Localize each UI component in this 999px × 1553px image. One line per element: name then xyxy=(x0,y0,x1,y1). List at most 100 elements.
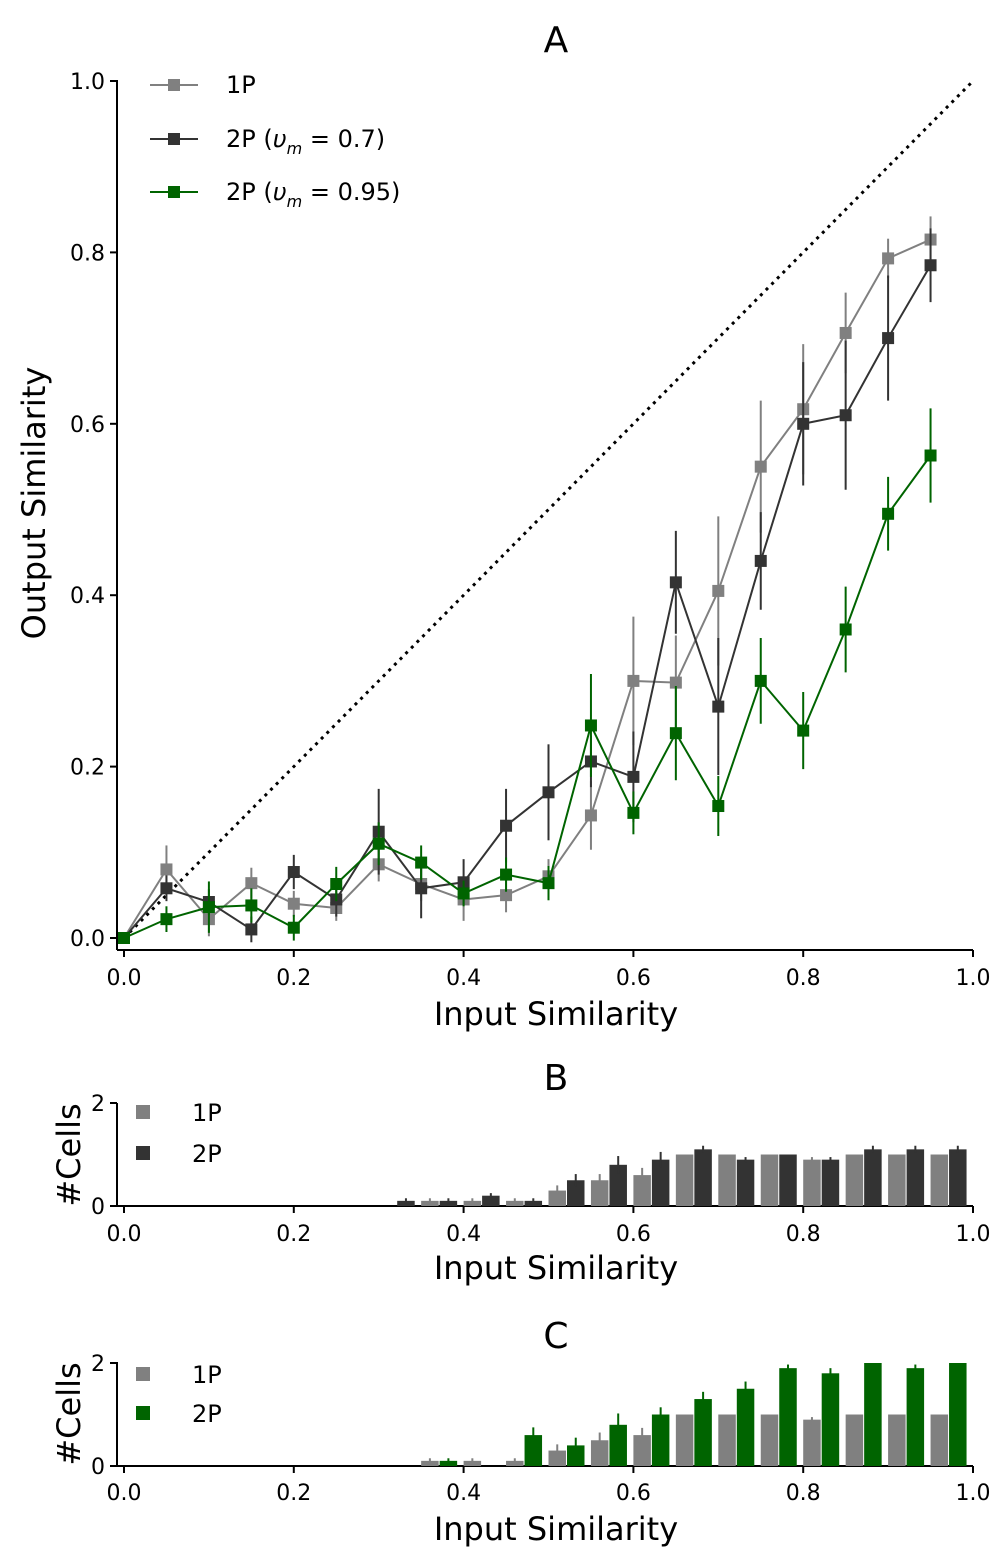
data-point xyxy=(415,856,428,869)
data-point xyxy=(754,460,767,473)
panel-b-x-tick-label: 0.0 xyxy=(107,1222,142,1247)
series-1 xyxy=(118,216,937,944)
legend-label-1p: 1P xyxy=(192,1361,222,1389)
legend-label-2p-07: 2P (υm = 0.7) xyxy=(226,125,385,158)
panel-b-x-ticks: 0.0 0.2 0.4 0.6 0.8 1.0 xyxy=(107,1206,991,1247)
data-point xyxy=(160,882,173,895)
data-point xyxy=(669,576,682,589)
panel-c-x-tick-label: 0.8 xyxy=(786,1481,821,1506)
data-point xyxy=(754,554,767,567)
bar xyxy=(930,1154,949,1206)
panel-b-x-axis-label: Input Similarity xyxy=(434,1249,678,1287)
panel-a-x-ticks: 0.0 0.2 0.4 0.6 0.8 1.0 xyxy=(107,950,991,991)
data-point xyxy=(627,674,640,687)
panel-c-y-tick-label: 0 xyxy=(91,1455,105,1480)
series-line xyxy=(123,454,932,939)
legend-label-2p-07-tail: = 0.7) xyxy=(302,125,385,153)
panel-a-y-axis-label: Output Similarity xyxy=(15,367,53,640)
bar xyxy=(845,1154,864,1206)
bar xyxy=(633,1435,651,1466)
legend-label-2p: 2P xyxy=(192,1400,222,1428)
series-2 xyxy=(118,228,937,944)
legend-label-2p-095-tail: = 0.95) xyxy=(302,178,400,206)
panel-c-bars xyxy=(421,1363,967,1466)
bar xyxy=(609,1424,627,1466)
data-point xyxy=(712,800,725,813)
bar xyxy=(694,1149,712,1206)
bar xyxy=(567,1180,585,1206)
panel-b-y-axis-label: #Cells xyxy=(50,1103,88,1206)
bar xyxy=(803,1419,821,1466)
data-point xyxy=(669,727,682,740)
legend-marker-2p-07 xyxy=(168,133,180,145)
bar xyxy=(906,1368,925,1466)
data-point xyxy=(627,806,640,819)
legend-label-2p-095-symbol: υ xyxy=(273,178,287,206)
legend-entry-2p-095: 2P (υm = 0.95) xyxy=(150,178,400,211)
data-point xyxy=(797,724,810,737)
data-point xyxy=(882,252,895,265)
bar xyxy=(651,1159,670,1206)
bar xyxy=(864,1149,882,1206)
panel-a-y-ticks: 0.0 0.2 0.4 0.6 0.8 1.0 xyxy=(70,70,117,952)
panel-b-x-tick-label: 1.0 xyxy=(956,1222,991,1247)
bar xyxy=(548,1450,566,1466)
panel-b-legend: 1P 2P xyxy=(136,1099,222,1168)
panel-b-y-tick-label: 0 xyxy=(91,1195,105,1220)
data-point xyxy=(712,700,725,713)
panel-a-x-tick-label: 0.4 xyxy=(446,966,481,991)
legend-label-2p-095-subscript: m xyxy=(287,192,303,211)
data-point xyxy=(118,932,130,944)
data-point xyxy=(500,819,513,832)
bar xyxy=(675,1414,694,1466)
series-line xyxy=(123,238,931,939)
panel-c-bars-series-2 xyxy=(439,1363,967,1466)
series-3 xyxy=(118,408,937,944)
bar xyxy=(779,1154,797,1206)
panel-a-title: A xyxy=(544,20,569,61)
panel-b-x-tick-label: 0.6 xyxy=(616,1222,651,1247)
bar xyxy=(888,1154,906,1206)
data-point xyxy=(287,866,300,879)
panel-a-y-tick-label: 0.6 xyxy=(70,413,105,438)
panel-a-legend: 1P 2P (υm = 0.7) 2P (υm = 0.95) xyxy=(150,71,400,211)
data-point xyxy=(287,921,300,934)
bar xyxy=(760,1414,779,1466)
panel-a-y-tick-label: 0.0 xyxy=(70,927,105,952)
panel-a-series xyxy=(118,216,937,944)
data-point xyxy=(669,676,682,689)
panel-c-legend: 1P 2P xyxy=(136,1361,222,1428)
data-point xyxy=(839,326,852,339)
panel-b-bars-series-2 xyxy=(397,1145,967,1206)
data-point xyxy=(415,882,428,895)
bar xyxy=(590,1440,609,1466)
legend-marker-2p xyxy=(136,1406,150,1420)
bar xyxy=(718,1414,736,1466)
legend-label-2p-095: 2P (υm = 0.95) xyxy=(226,178,400,211)
panel-c-x-tick-label: 0.0 xyxy=(107,1481,142,1506)
data-point xyxy=(160,863,173,876)
bar xyxy=(949,1149,967,1206)
legend-marker-1p xyxy=(136,1105,150,1119)
legend-entry-1p: 1P xyxy=(150,71,256,99)
legend-marker-1p xyxy=(168,79,180,91)
bar xyxy=(821,1373,840,1466)
panel-b-title: B xyxy=(544,1058,569,1099)
panel-a-x-tick-label: 0.2 xyxy=(276,966,311,991)
identity-reference-line xyxy=(122,79,975,940)
data-point xyxy=(924,449,937,462)
data-point xyxy=(160,913,173,926)
panel-c-y-tick-label: 2 xyxy=(91,1352,105,1377)
data-point xyxy=(202,901,215,914)
bar xyxy=(760,1154,779,1206)
data-point xyxy=(245,899,258,912)
panel-a: A 0.0 0.2 0.4 0.6 0.8 1.0 0.00.20.40.60.81.0 … xyxy=(15,20,991,1033)
data-point xyxy=(245,923,258,936)
panel-b-bars-series-1 xyxy=(421,1154,949,1206)
panel-a-y-tick-label: 0.2 xyxy=(70,756,105,781)
panel-b-bars xyxy=(397,1145,967,1206)
legend-marker-2p xyxy=(136,1146,150,1160)
bar xyxy=(736,1159,755,1206)
panel-c-x-tick-label: 0.4 xyxy=(446,1481,481,1506)
bar xyxy=(482,1195,500,1206)
